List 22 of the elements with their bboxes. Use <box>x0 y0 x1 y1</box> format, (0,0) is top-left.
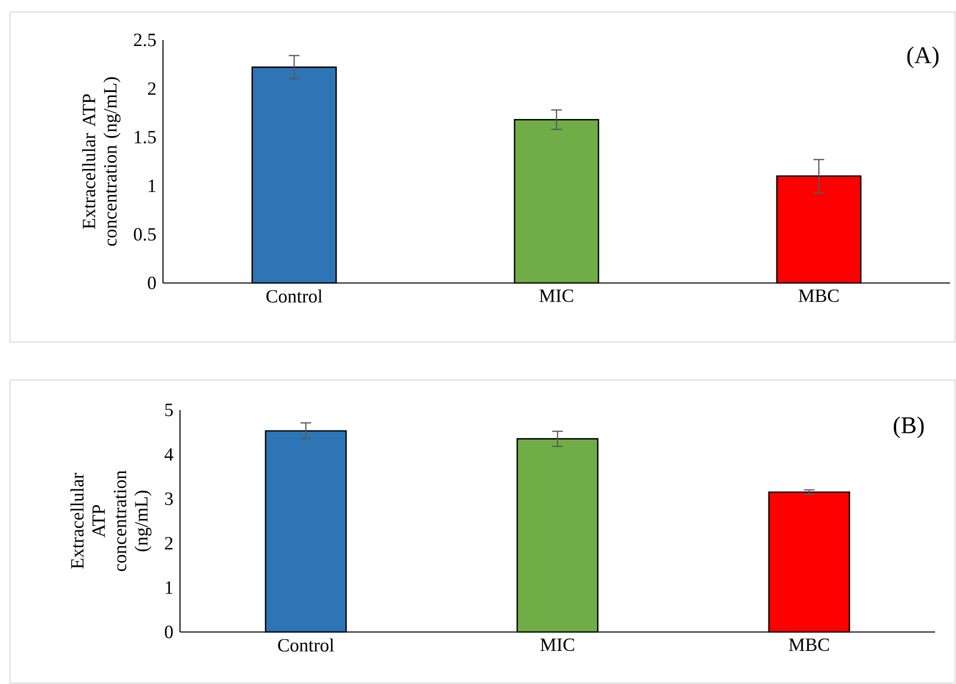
annotation: (B) <box>894 416 924 438</box>
y-tick-label: 5 <box>165 404 173 416</box>
x-tick-label: Control <box>266 289 322 303</box>
x-tick-label: MIC <box>540 638 574 652</box>
y-tick-label: 0.5 <box>134 228 156 241</box>
x-tick-label: Control <box>278 638 334 652</box>
x-tick-label: MBC <box>798 289 839 302</box>
annotation: (A) <box>907 46 939 68</box>
y-tick-label: 1.5 <box>134 130 156 144</box>
y-axis-title: Extracellular ATP concentration (ng/mL) <box>82 77 120 246</box>
y-tick-label: 4 <box>164 448 174 461</box>
y-tick-label: 0 <box>148 276 156 290</box>
x-tick-label: MIC <box>539 289 574 302</box>
y-tick-label: 1 <box>166 581 172 594</box>
y-tick-label: 2 <box>148 82 156 95</box>
y-tick-label: 2 <box>165 537 172 550</box>
y-tick-label: 1 <box>148 180 156 192</box>
y-tick-label: 2.5 <box>134 34 156 46</box>
y-tick-label: 0 <box>164 626 173 638</box>
y-axis-title: Extracellular ATP concentration (ng/mL) <box>70 470 152 572</box>
y-tick-label: 3 <box>165 492 173 506</box>
x-tick-label: MBC <box>788 638 829 652</box>
